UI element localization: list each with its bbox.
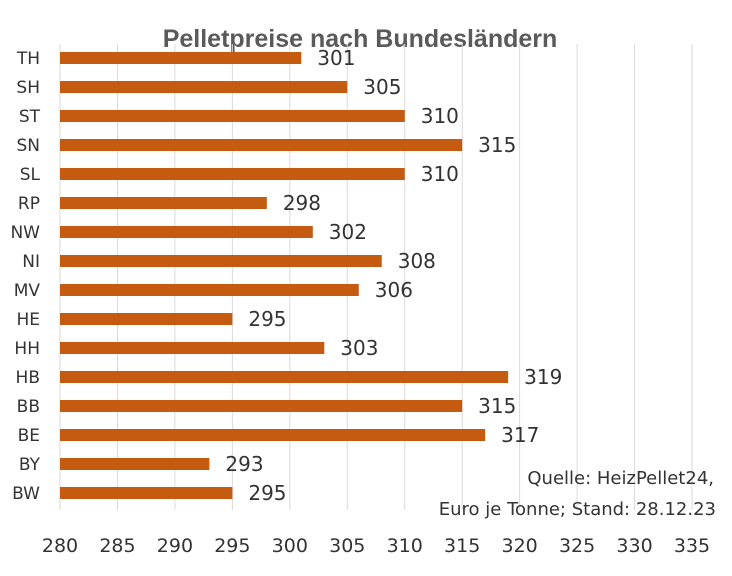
data-label-bb: 315 xyxy=(478,394,516,418)
bar-mv xyxy=(60,284,359,296)
data-label-sn: 315 xyxy=(478,133,516,157)
bar-by xyxy=(60,458,210,470)
data-label-sl: 310 xyxy=(421,162,459,186)
x-tick-label: 295 xyxy=(214,535,250,557)
x-tick-label: 300 xyxy=(272,535,308,557)
data-label-he: 295 xyxy=(248,307,286,331)
category-label-st: ST xyxy=(19,107,41,127)
bar-bw xyxy=(60,487,233,499)
annotation-line-2: Euro je Tonne; Stand: 28.12.23 xyxy=(439,499,716,520)
data-labels: 301 305 310 315 310 298 302 308 306 295 303 319 315 3… xyxy=(225,46,562,505)
data-label-by: 293 xyxy=(225,452,263,476)
bar-sh xyxy=(60,81,348,93)
x-tick-label: 330 xyxy=(616,535,652,557)
data-label-sh: 305 xyxy=(363,75,401,99)
bar-st xyxy=(60,110,405,122)
bar-nw xyxy=(60,226,313,238)
bar-sn xyxy=(60,139,463,151)
category-label-sl: SL xyxy=(20,165,41,185)
category-label-hh: HH xyxy=(14,339,40,359)
category-label-hb: HB xyxy=(16,368,40,388)
bar-bb xyxy=(60,400,463,412)
data-label-hh: 303 xyxy=(340,336,378,360)
bar-hh xyxy=(60,342,325,354)
category-label-bb: BB xyxy=(17,397,40,417)
x-tick-label: 325 xyxy=(559,535,595,557)
category-label-nw: NW xyxy=(10,223,40,243)
data-label-st: 310 xyxy=(421,104,459,128)
data-label-nw: 302 xyxy=(329,220,367,244)
source-annotation: Quelle: HeizPellet24, Euro je Tonne; Sta… xyxy=(439,468,716,520)
x-tick-label: 335 xyxy=(674,535,710,557)
x-tick-label: 315 xyxy=(444,535,480,557)
bar-he xyxy=(60,313,233,325)
data-label-mv: 306 xyxy=(375,278,413,302)
bar-sl xyxy=(60,168,405,180)
data-label-bw: 295 xyxy=(248,481,286,505)
x-tick-label: 310 xyxy=(387,535,423,557)
bar-rp xyxy=(60,197,267,209)
annotation-line-1: Quelle: HeizPellet24, xyxy=(527,468,714,489)
category-label-by: BY xyxy=(19,455,41,475)
data-label-be: 317 xyxy=(501,423,539,447)
x-tick-label: 320 xyxy=(502,535,538,557)
bar-hb xyxy=(60,371,509,383)
category-label-mv: MV xyxy=(14,281,41,301)
x-tick-label: 305 xyxy=(329,535,365,557)
x-tick-label: 285 xyxy=(99,535,135,557)
category-label-sn: SN xyxy=(16,136,40,156)
x-tick-label: 290 xyxy=(157,535,193,557)
chart-title: Pelletpreise nach Bundesländern xyxy=(163,25,558,53)
category-label-rp: RP xyxy=(18,194,40,214)
bar-be xyxy=(60,429,486,441)
value-axis: 280 285 290 295 300 305 310 315 320 325 330 335 xyxy=(42,535,710,557)
category-label-be: BE xyxy=(18,426,40,446)
category-label-ni: NI xyxy=(22,252,40,272)
x-tick-label: 280 xyxy=(42,535,78,557)
category-label-he: HE xyxy=(16,310,40,330)
data-label-rp: 298 xyxy=(283,191,321,215)
bar-ni xyxy=(60,255,382,267)
category-label-sh: SH xyxy=(16,78,40,98)
data-label-th: 301 xyxy=(317,46,355,70)
category-label-th: TH xyxy=(16,49,40,69)
bar-th xyxy=(60,52,302,64)
data-label-ni: 308 xyxy=(398,249,436,273)
data-label-hb: 319 xyxy=(524,365,562,389)
category-axis: TH SH ST SN SL RP NW NI MV HE HH HB BB BE BY BW xyxy=(10,49,40,504)
bars xyxy=(60,52,509,499)
category-label-bw: BW xyxy=(12,484,40,504)
